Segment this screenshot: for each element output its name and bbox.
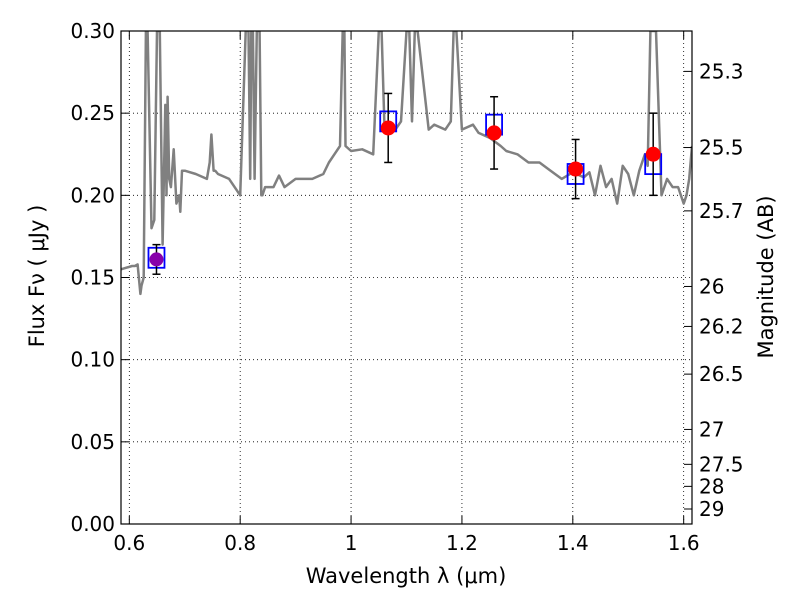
x-tick-label: 1.2: [446, 531, 478, 555]
right-y-axis-label: Magnitude (AB): [754, 195, 778, 358]
y-tick-label: 0.30: [70, 19, 115, 43]
mag-tick-label: 25.7: [699, 199, 744, 223]
mag-tick-label: 26: [699, 274, 724, 298]
plot-data: [121, 31, 692, 296]
mag-tick-label: 25.5: [699, 136, 744, 160]
x-tick-label: 1.6: [668, 531, 700, 555]
y-tick-label: 0.00: [70, 512, 115, 536]
model-spectrum-line: [121, 31, 692, 296]
axes: 0.6 0.8 1 1.2 1.4 1.6 0.00 0.05 0.10 0.15 0.20 0.25…: [70, 19, 743, 555]
y-tick-label: 0.05: [70, 430, 115, 454]
x-tick-label: 1: [345, 531, 358, 555]
x-axis-label: Wavelength λ (μm): [306, 564, 507, 588]
mag-tick-label: 27: [699, 417, 724, 441]
grid-lines: [121, 31, 692, 524]
mag-tick-label: 27.5: [699, 452, 744, 476]
observed-point: [568, 161, 584, 177]
mag-tick-label: 26.2: [699, 314, 744, 338]
y-tick-label: 0.20: [70, 183, 115, 207]
observed-point: [380, 120, 396, 136]
x-tick-label: 1.4: [557, 531, 589, 555]
y-tick-label: 0.15: [70, 266, 115, 290]
x-tick-label: 0.6: [113, 531, 145, 555]
mag-tick-label: 28: [699, 474, 724, 498]
y-tick-label: 0.25: [70, 101, 115, 125]
y-tick-label: 0.10: [70, 348, 115, 372]
observed-point: [645, 146, 661, 162]
plot-frame: [120, 30, 693, 525]
mag-tick-label: 29: [699, 497, 724, 521]
y-axis-label: Flux Fν ( μJy ): [25, 205, 49, 348]
x-tick-label: 0.8: [224, 531, 256, 555]
observed-point: [486, 125, 502, 141]
mag-tick-label: 26.5: [699, 362, 744, 386]
mag-tick-label: 25.3: [699, 59, 744, 83]
observed-limit-point: [149, 252, 164, 267]
